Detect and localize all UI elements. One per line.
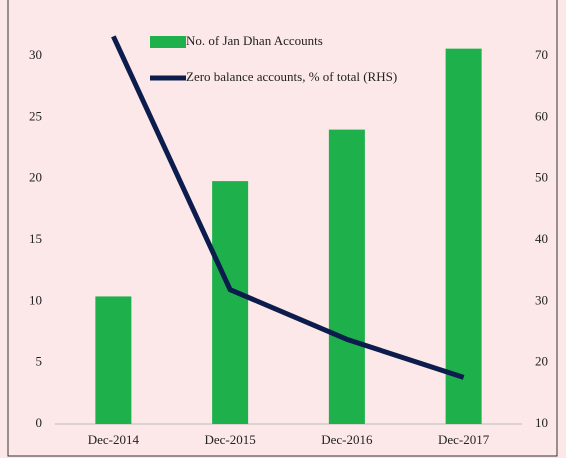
x-tick-label: Dec-2016: [321, 432, 373, 447]
x-tick-label: Dec-2017: [438, 432, 490, 447]
line-series: [111, 35, 465, 380]
legend-swatch: [150, 36, 186, 48]
bar: [95, 296, 132, 424]
y2-tick-label: 20: [535, 354, 548, 369]
y2-tick-label: 60: [535, 108, 548, 123]
bar: [212, 181, 249, 424]
y2-tick-label: 50: [535, 170, 548, 185]
legend-label: Zero balance accounts, % of total (RHS): [186, 69, 397, 84]
bar: [328, 129, 365, 424]
y-tick-label: 30: [29, 47, 42, 62]
legend-label: No. of Jan Dhan Accounts: [186, 33, 323, 48]
y2-tick-label: 30: [535, 292, 548, 307]
y-tick-label: 0: [36, 415, 43, 430]
y-tick-label: 25: [29, 108, 42, 123]
y2-tick-label: 10: [535, 415, 548, 430]
y2-tick-label: 40: [535, 231, 548, 246]
x-tick-label: Dec-2014: [88, 432, 140, 447]
y-tick-label: 10: [29, 292, 42, 307]
x-tick-label: Dec-2015: [204, 432, 255, 447]
y-tick-label: 15: [29, 231, 42, 246]
y2-tick-label: 70: [535, 47, 548, 62]
bar: [445, 48, 482, 424]
y-tick-label: 5: [36, 354, 43, 369]
y-tick-label: 20: [29, 170, 42, 185]
